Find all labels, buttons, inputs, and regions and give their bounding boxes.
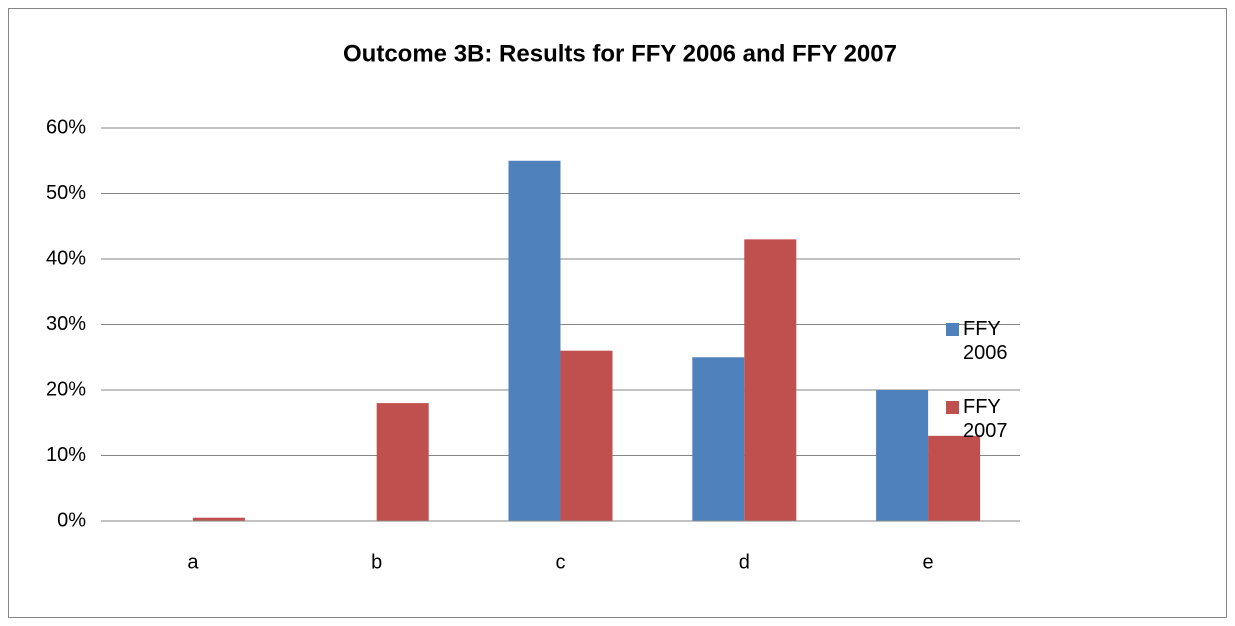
legend-swatch xyxy=(946,323,959,336)
chart-title: Outcome 3B: Results for FFY 2006 and FFY… xyxy=(343,40,897,67)
x-tick-label: e xyxy=(923,551,934,573)
chart-frame xyxy=(8,8,1227,618)
legend-item: FFY 2007 xyxy=(946,395,1013,443)
x-tick-label: d xyxy=(739,551,750,573)
legend-label: FFY 2007 xyxy=(963,396,1008,442)
x-tick-label: c xyxy=(556,551,566,573)
y-tick-label: 10% xyxy=(46,444,86,466)
y-tick-label: 30% xyxy=(46,313,86,335)
legend-item: FFY 2006 xyxy=(946,317,1013,365)
y-tick-label: 60% xyxy=(46,116,86,138)
bar xyxy=(928,435,981,521)
bar xyxy=(876,390,929,521)
bar xyxy=(560,350,613,521)
y-tick-label: 0% xyxy=(57,509,86,531)
legend-label: FFY 2006 xyxy=(963,318,1008,364)
bar xyxy=(508,160,561,521)
legend-swatch xyxy=(946,401,959,414)
bar xyxy=(376,403,429,521)
bar xyxy=(192,517,245,521)
y-tick-label: 20% xyxy=(46,378,86,400)
x-tick-label: a xyxy=(187,551,199,573)
bar xyxy=(744,239,797,521)
x-tick-label: b xyxy=(371,551,382,573)
y-tick-label: 50% xyxy=(46,182,86,204)
bar xyxy=(692,357,745,521)
y-tick-label: 40% xyxy=(46,247,86,269)
